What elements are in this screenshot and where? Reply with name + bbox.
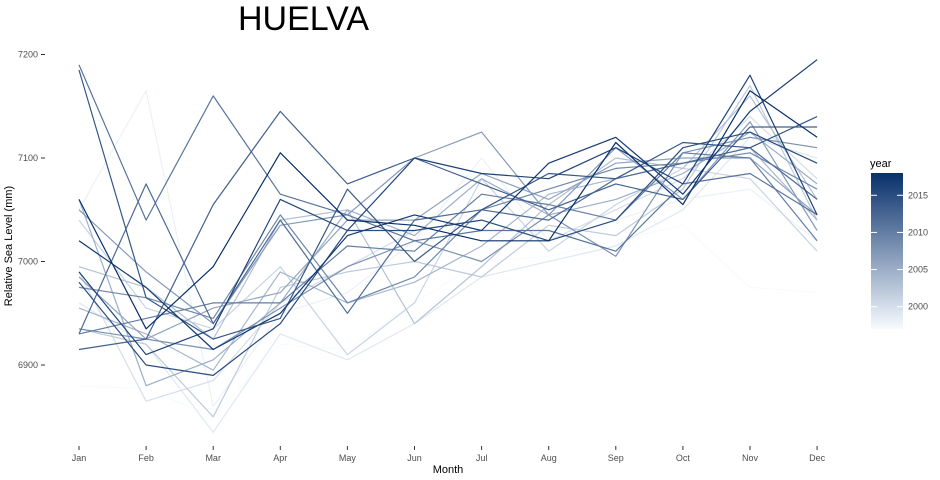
series-line-1999 — [78, 136, 818, 433]
series-line-2017 — [78, 59, 818, 351]
x-axis-title: Month — [433, 464, 464, 476]
x-tick-label: Jun — [407, 453, 422, 463]
x-tick-label: Jul — [476, 453, 488, 463]
x-tick-label: Sep — [608, 453, 624, 463]
series-line-2015 — [78, 131, 818, 376]
x-tick-label: Jan — [72, 453, 87, 463]
legend: year 2000 2005 2010 2015 — [870, 158, 928, 329]
legend-tick-label: 2010 — [908, 227, 928, 237]
legend-tick-label: 2000 — [908, 302, 928, 312]
series-line-2013 — [78, 110, 818, 351]
series-line-2018 — [78, 90, 818, 330]
legend-tick-label: 2015 — [908, 190, 928, 200]
x-tick-label: Aug — [541, 453, 557, 463]
series-line-2009 — [78, 152, 818, 319]
legend-tick-label: 2005 — [908, 265, 928, 275]
chart-title: HUELVA — [238, 0, 369, 38]
legend-colorbar — [871, 173, 903, 329]
legend-ticks: 2000 2005 2010 2015 — [871, 190, 928, 312]
series-line-2012 — [78, 147, 818, 335]
legend-title: year — [870, 158, 892, 170]
y-tick-label: 7100 — [18, 153, 38, 163]
series-layer — [78, 59, 818, 433]
x-tick-label: May — [339, 453, 357, 463]
series-line-2016 — [78, 74, 818, 356]
series-line-2004 — [78, 147, 818, 371]
y-tick-label: 7200 — [18, 50, 38, 60]
x-axis: Jan Feb Mar Apr May Jun Jul Aug Sep Oct Nov Dec — [72, 446, 826, 463]
series-line-2005 — [78, 131, 818, 387]
x-tick-label: Apr — [273, 453, 287, 463]
series-line-1998 — [78, 90, 818, 407]
y-axis: 6900 7000 7100 7200 — [18, 50, 45, 370]
series-line-2014 — [78, 69, 818, 340]
y-tick-label: 7000 — [18, 257, 38, 267]
x-tick-label: Feb — [138, 453, 154, 463]
y-tick-label: 6900 — [18, 360, 38, 370]
x-tick-label: Mar — [205, 453, 221, 463]
series-line-2002 — [78, 84, 818, 418]
series-line-2008 — [78, 136, 818, 351]
x-tick-label: Dec — [809, 453, 826, 463]
series-line-2003 — [78, 95, 818, 340]
series-line-2001 — [78, 167, 818, 356]
x-tick-label: Oct — [676, 453, 691, 463]
x-tick-label: Nov — [742, 453, 759, 463]
series-line-2006 — [78, 157, 818, 340]
y-axis-title: Relative Sea Level (mm) — [3, 186, 15, 306]
series-line-1997 — [78, 224, 818, 418]
